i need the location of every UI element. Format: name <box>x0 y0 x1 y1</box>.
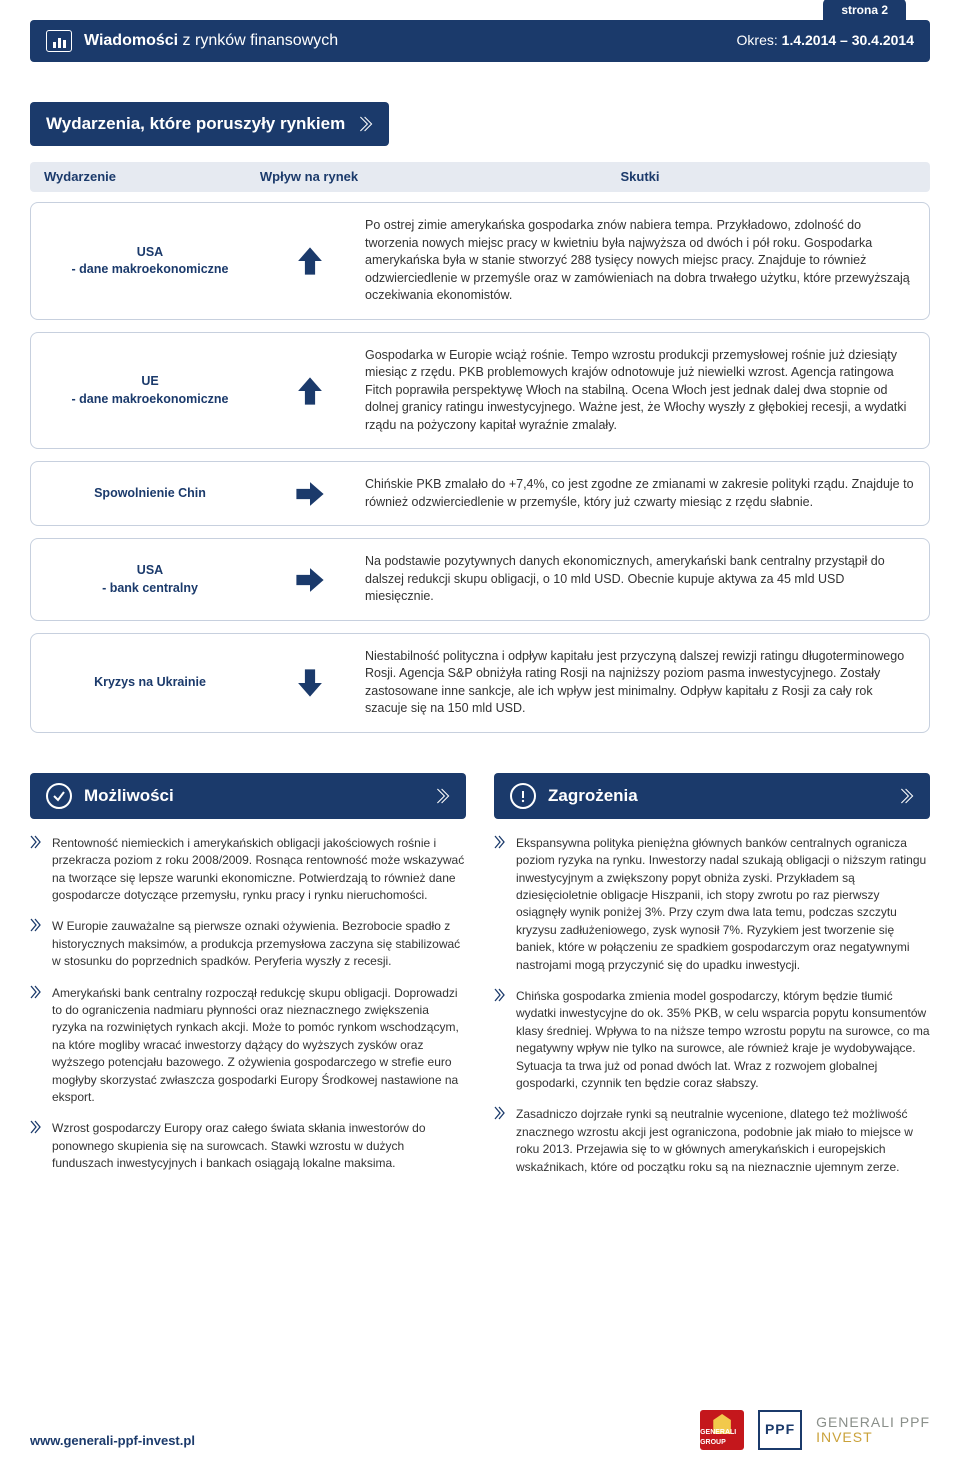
ppf-logo: PPF <box>758 1410 802 1450</box>
logo-line1: GENERALI PPF <box>816 1415 930 1430</box>
impact-arrow-up-icon <box>255 347 365 435</box>
page-title-bold: Wiadomości <box>84 32 178 49</box>
events-col-impact: Wpływ na rynek <box>254 168 364 186</box>
event-name: USA- dane makroekonomiczne <box>45 217 255 305</box>
opportunities-column: Możliwości Rentowność niemieckich i amer… <box>30 773 466 1190</box>
chevron-bullet-icon <box>30 1120 44 1172</box>
page-title: Wiadomości z rynków finansowych <box>84 30 338 52</box>
threats-list: Ekspansywna polityka pieniężna głównych … <box>494 835 930 1176</box>
list-item-text: Chińska gospodarka zmienia model gospoda… <box>516 988 930 1092</box>
opportunities-banner: Możliwości <box>30 773 466 819</box>
list-item-text: Wzrost gospodarczy Europy oraz całego św… <box>52 1120 466 1172</box>
list-item-text: W Europie zauważalne są pierwsze oznaki … <box>52 918 466 970</box>
chevron-bullet-icon <box>494 835 508 974</box>
events-table-header: Wydarzenie Wpływ na rynek Skutki <box>30 162 930 192</box>
list-item: Amerykański bank centralny rozpoczął red… <box>30 985 466 1107</box>
page-title-light: z rynków finansowych <box>178 32 338 49</box>
event-effect: Chińskie PKB zmalało do +7,4%, co jest z… <box>365 476 915 511</box>
event-name: UE- dane makroekonomiczne <box>45 347 255 435</box>
period-value: 1.4.2014 – 30.4.2014 <box>782 32 914 48</box>
impact-arrow-up-icon <box>255 217 365 305</box>
list-item: W Europie zauważalne są pierwsze oznaki … <box>30 918 466 970</box>
header-left: Wiadomości z rynków finansowych <box>46 30 338 52</box>
impact-arrow-right-icon <box>255 553 365 606</box>
list-item-text: Ekspansywna polityka pieniężna głównych … <box>516 835 930 974</box>
report-period: Okres: 1.4.2014 – 30.4.2014 <box>737 31 914 51</box>
page-header: strona 2 Wiadomości z rynków finansowych… <box>30 20 930 62</box>
threats-banner-text: Zagrożenia <box>548 784 638 808</box>
event-effect: Po ostrej zimie amerykańska gospodarka z… <box>365 217 915 305</box>
event-name: Kryzys na Ukrainie <box>45 648 255 718</box>
events-col-event: Wydarzenie <box>44 168 254 186</box>
event-effect: Niestabilność polityczna i odpływ kapita… <box>365 648 915 718</box>
opportunities-banner-text: Możliwości <box>84 784 174 808</box>
threats-banner: Zagrożenia <box>494 773 930 819</box>
page-footer: www.generali-ppf-invest.pl GENERALI GROU… <box>30 1410 930 1450</box>
list-item: Wzrost gospodarczy Europy oraz całego św… <box>30 1120 466 1172</box>
generali-logo: GENERALI GROUP <box>700 1410 744 1450</box>
event-row: USA- dane makroekonomiczne Po ostrej zimi… <box>30 202 930 320</box>
events-banner-text: Wydarzenia, które poruszyły rynkiem <box>46 112 345 136</box>
period-label: Okres: <box>737 32 782 48</box>
footer-logos: GENERALI GROUP PPF GENERALI PPF INVEST <box>700 1410 930 1450</box>
page-number-tab: strona 2 <box>823 0 906 23</box>
opportunities-list: Rentowność niemieckich i amerykańskich o… <box>30 835 466 1173</box>
event-row: UE- dane makroekonomiczne Gospodarka w Eu… <box>30 332 930 450</box>
chevron-bullet-icon <box>30 835 44 905</box>
event-name: USA- bank centralny <box>45 553 255 606</box>
chevron-bullet-icon <box>30 918 44 970</box>
event-row: USA- bank centralny Na podstawie pozytywn… <box>30 538 930 621</box>
event-effect: Gospodarka w Europie wciąż rośnie. Tempo… <box>365 347 915 435</box>
events-section-banner: Wydarzenia, które poruszyły rynkiem <box>30 102 389 146</box>
list-item: Rentowność niemieckich i amerykańskich o… <box>30 835 466 905</box>
list-item-text: Amerykański bank centralny rozpoczął red… <box>52 985 466 1107</box>
list-item: Zasadniczo dojrzałe rynki są neutralnie … <box>494 1106 930 1176</box>
impact-arrow-right-icon <box>255 476 365 511</box>
list-item: Chińska gospodarka zmienia model gospoda… <box>494 988 930 1092</box>
footer-url: www.generali-ppf-invest.pl <box>30 1432 195 1450</box>
alert-icon <box>510 783 536 809</box>
logo-line2: INVEST <box>816 1430 930 1445</box>
list-item: Ekspansywna polityka pieniężna głównych … <box>494 835 930 974</box>
list-item-text: Zasadniczo dojrzałe rynki są neutralnie … <box>516 1106 930 1176</box>
events-col-effects: Skutki <box>364 168 916 186</box>
list-item-text: Rentowność niemieckich i amerykańskich o… <box>52 835 466 905</box>
event-effect: Na podstawie pozytywnych danych ekonomic… <box>365 553 915 606</box>
chart-icon <box>46 30 72 52</box>
generali-logo-text: GENERALI GROUP <box>700 1428 744 1450</box>
impact-arrow-down-icon <box>255 648 365 718</box>
event-row: Spowolnienie Chin Chińskie PKB zmalało do… <box>30 461 930 526</box>
event-row: Kryzys na Ukrainie Niestabilność politycz… <box>30 633 930 733</box>
threats-column: Zagrożenia Ekspansywna polityka pieniężn… <box>494 773 930 1190</box>
chevron-right-icon <box>900 787 914 805</box>
event-name: Spowolnienie Chin <box>45 476 255 511</box>
chevron-right-icon <box>436 787 450 805</box>
chevron-right-icon <box>359 115 373 133</box>
chevron-bullet-icon <box>494 988 508 1092</box>
check-icon <box>46 783 72 809</box>
events-body: USA- dane makroekonomiczne Po ostrej zimi… <box>30 202 930 733</box>
chevron-bullet-icon <box>494 1106 508 1176</box>
generali-ppf-invest-logo: GENERALI PPF INVEST <box>816 1415 930 1446</box>
chevron-bullet-icon <box>30 985 44 1107</box>
